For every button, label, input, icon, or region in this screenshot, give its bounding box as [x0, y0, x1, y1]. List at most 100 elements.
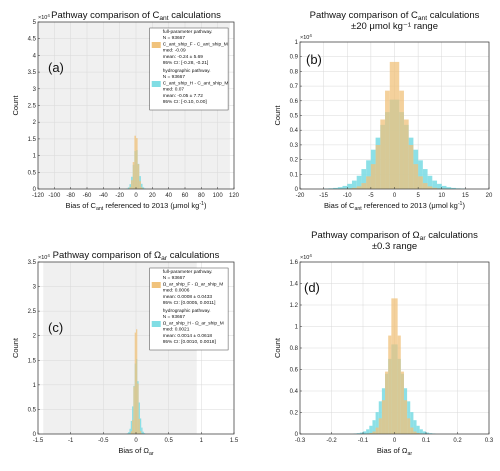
x-tick-label: 20 — [149, 193, 156, 199]
histogram-bar-full — [380, 119, 386, 189]
legend-line: C_ant_ship_H - C_ant_ship_M — [163, 80, 229, 86]
y-tick-label: 1.6 — [290, 260, 299, 266]
legend-line: med: -0.09 — [163, 48, 186, 54]
y-tick-label: 0.9 — [290, 55, 299, 61]
legend-line: full-parameter pathway. — [163, 29, 213, 35]
histogram-bar-hydro — [140, 183, 143, 189]
x-axis-label-part: Bias of C — [324, 201, 355, 210]
x-tick-label: -40 — [99, 193, 108, 199]
panel-label: (c) — [48, 320, 63, 335]
histogram-bar-full — [388, 335, 392, 434]
x-axis-label: Bias of Cant referenced to 2013 (μmol kg… — [324, 201, 465, 212]
panel-label: (b) — [306, 52, 322, 67]
x-tick-label: 0.3 — [485, 438, 494, 444]
x-axis-label-part: ant — [354, 206, 362, 212]
y-tick-label: 3.5 — [28, 70, 37, 76]
x-axis-label-part: Bias of Ω — [377, 446, 408, 455]
y-tick-label: 0.5 — [28, 407, 37, 413]
histogram-bar-hydro — [130, 420, 133, 434]
legend-line: N = 93667 — [163, 275, 186, 281]
histogram-bar-full — [370, 164, 376, 189]
histogram-bar-hydro — [359, 432, 363, 434]
histogram-bar-hydro — [429, 433, 433, 434]
histogram-bar-hydro — [446, 187, 452, 189]
x-tick-label: 0 — [393, 193, 397, 199]
y-exponent-power: 4 — [309, 253, 312, 258]
legend-line: Ω_ar_ship_H - Ω_ar_ship_M — [163, 320, 224, 326]
y-tick-label: 1.2 — [290, 303, 299, 309]
histogram-bar-full — [130, 431, 133, 434]
chart-title-part: ant — [418, 15, 427, 22]
histogram-bar-full — [403, 400, 408, 434]
histogram-bar-hydro — [375, 412, 379, 434]
x-axis-label-part: -1 — [199, 201, 204, 207]
y-axis-label: Count — [273, 337, 282, 358]
histogram-bar-full — [375, 427, 379, 434]
y-axis-label: Count — [273, 105, 282, 126]
y-tick-label: 0.4 — [290, 389, 299, 395]
legend-line: mean: -0.24 ± 5.69 — [163, 54, 204, 60]
x-tick-label: -5 — [368, 193, 374, 199]
legend-line: mean: -0.05 ± 7.72 — [163, 93, 204, 99]
x-tick-label: -100 — [48, 193, 61, 199]
chart-title: Pathway comparison of Cant calculations — [310, 10, 480, 22]
y-tick-label: 2 — [33, 120, 37, 126]
x-tick-label: 5 — [416, 193, 420, 199]
legend-box — [149, 27, 229, 111]
x-tick-label: -60 — [83, 193, 92, 199]
x-tick-label: -0.1 — [358, 438, 369, 444]
y-exponent-power: 4 — [309, 33, 312, 38]
histogram-bar-hydro — [407, 401, 411, 434]
x-axis-label-part: -1 — [458, 201, 463, 207]
legend: full-parameter pathway.N = 93667 C_ant_sh… — [149, 27, 229, 111]
x-axis-label-part: ar — [149, 451, 154, 457]
chart-title-part: calculations — [426, 230, 479, 241]
histogram-bar-hydro — [427, 175, 433, 189]
y-tick-label: 0.7 — [290, 84, 299, 90]
y-tick-label: 0.8 — [290, 346, 299, 352]
legend-line: hydrographic pathway. — [163, 68, 211, 74]
chart-title-part: calculations — [167, 250, 220, 261]
legend-swatch-hydro — [151, 81, 161, 87]
histogram-bar-full — [400, 371, 404, 434]
x-axis-label-part: referenced to 2013 (μmol kg — [362, 201, 458, 210]
x-tick-label: 0.5 — [164, 438, 173, 444]
y-tick-label: 5 — [33, 20, 37, 26]
legend-line: N = 93667 — [163, 314, 186, 320]
histogram-bar-hydro — [372, 420, 376, 434]
legend-line: 95% CI: [-0.10, 0.00] — [163, 99, 207, 105]
histogram-bar-hydro — [347, 183, 352, 189]
histogram-bar-full — [136, 329, 138, 434]
x-tick-label: -10 — [343, 193, 352, 199]
panel-d: -0.3 -0.2 -0.1 0 0.1 0.2 0.3 0 0.2 0.4 0.6 0.8 1 1.2 1… — [273, 230, 494, 457]
histogram-bar-full — [418, 176, 423, 189]
legend-swatch-full — [151, 282, 161, 288]
legend-line: hydrographic pathway. — [163, 308, 211, 314]
histogram-bar-full — [132, 420, 134, 434]
y-tick-label: 0.5 — [290, 114, 299, 120]
legend-line: med: 0.0021 — [163, 327, 190, 333]
y-exponent: ×104 — [300, 253, 312, 261]
legend-line: N = 93667 — [163, 35, 186, 41]
y-exponent-power: 4 — [47, 13, 50, 18]
chart-title: Pathway comparison of Cant calculations — [51, 10, 221, 22]
chart-title-part: ar — [161, 255, 168, 262]
y-exponent: ×104 — [300, 33, 312, 41]
histogram-bar-full — [422, 183, 428, 189]
legend-line: 95% CI: [0.0010, 0.0018] — [163, 339, 216, 345]
chart-title-part: Pathway comparison of Ω — [53, 250, 162, 261]
y-axis-label: Count — [11, 337, 20, 358]
y-tick-label: 1 — [33, 383, 37, 389]
histogram-bar-full — [137, 383, 139, 434]
histogram-bar-full — [132, 162, 135, 189]
legend: full-parameter pathway.N = 93667Ω_ar_shi… — [149, 267, 229, 351]
histogram-bar-hydro — [451, 187, 456, 189]
panel-b: -20 -15 -10 -5 0 5 10 15 20 0 0.1 0.2 0.3 0.4 0.5 0.6 0.… — [273, 10, 493, 212]
legend-line: mean: 0.0014 ± 0.0618 — [163, 333, 213, 339]
x-tick-label: 120 — [229, 193, 240, 199]
histogram-bar-hydro — [416, 425, 420, 434]
y-exponent: ×104 — [38, 253, 50, 261]
histogram-bar-hydro — [342, 185, 348, 189]
legend-line: mean: 0.0008 ± 0.0433 — [163, 294, 213, 300]
legend-swatch-hydro — [151, 321, 161, 327]
